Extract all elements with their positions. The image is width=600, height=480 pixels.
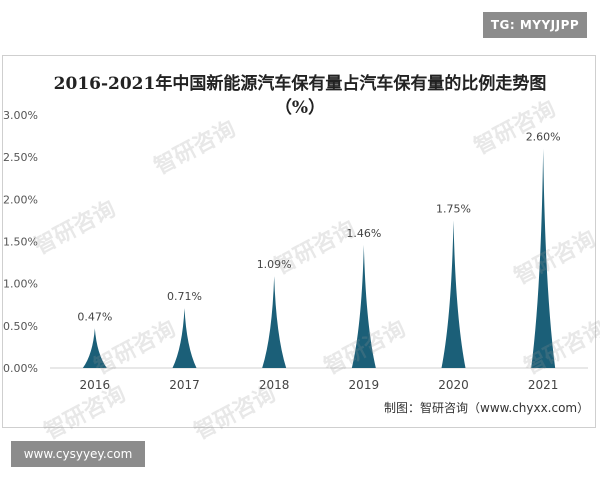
- data-label: 1.75%: [436, 202, 471, 215]
- data-label: 2.60%: [526, 131, 561, 144]
- chart-title: 2016-2021年中国新能源汽车保有量占汽车保有量的比例走势图（%）: [53, 74, 547, 118]
- x-tick-label: 2018: [259, 378, 290, 392]
- watermark-tag: TG: MYYJJPP: [483, 12, 587, 38]
- bar-2016: [82, 328, 107, 368]
- y-tick-label: 1.50%: [3, 236, 38, 249]
- y-tick-label: 2.00%: [3, 193, 38, 206]
- bar-2021: [531, 148, 556, 368]
- data-label: 1.46%: [346, 227, 381, 240]
- bar-2019: [351, 244, 376, 368]
- chart-credit: 制图：智研咨询（www.chyxx.com）: [384, 401, 590, 415]
- x-tick-label: 2019: [349, 378, 380, 392]
- data-label: 0.47%: [77, 310, 112, 323]
- watermark-site: www.cysyyey.com: [11, 441, 145, 467]
- bar-2018: [262, 276, 287, 368]
- y-tick-label: 1.00%: [3, 278, 38, 291]
- bar-2017: [172, 308, 197, 368]
- x-tick-label: 2020: [438, 378, 469, 392]
- x-tick-label: 2016: [80, 378, 111, 392]
- data-label: 1.09%: [257, 258, 292, 271]
- y-tick-label: 3.00%: [3, 109, 38, 122]
- bar-2020: [441, 220, 466, 368]
- y-tick-label: 0.00%: [3, 362, 38, 375]
- data-label: 0.71%: [167, 290, 202, 303]
- x-tick-label: 2021: [528, 378, 559, 392]
- y-tick-label: 2.50%: [3, 151, 38, 164]
- x-tick-label: 2017: [169, 378, 200, 392]
- y-tick-label: 0.50%: [3, 320, 38, 333]
